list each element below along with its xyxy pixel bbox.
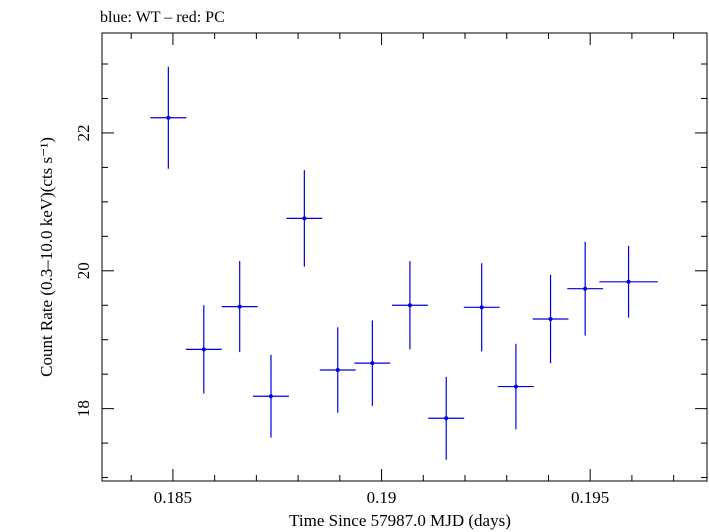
y-tick-label: 18 [74,400,93,417]
data-point [497,343,534,430]
data-marker [166,115,171,120]
y-axis: 18 20 22 [74,63,707,479]
x-tick-label: 0.19 [367,488,397,507]
data-point [185,305,222,394]
data-marker [370,361,375,366]
data-marker [479,305,484,310]
x-axis: 0.185 0.19 0.195 [130,33,675,507]
data-marker [268,394,273,399]
data-marker [237,304,242,309]
data-point [221,261,258,353]
x-tick-label: 0.185 [154,488,192,507]
data-point [354,320,391,406]
x-tick-label: 0.195 [571,488,609,507]
data-marker [626,279,631,284]
data-point [567,241,604,336]
data-marker [513,384,518,389]
data-marker [548,317,553,322]
data-point [286,170,323,267]
data-series [150,66,658,460]
data-point [150,66,187,169]
y-axis-label: Count Rate (0.3–10.0 keV)(cts s⁻¹) [37,137,56,377]
chart-title: blue: WT – red: PC [100,9,225,26]
data-marker [583,286,588,291]
data-marker [335,368,340,373]
data-marker [444,416,449,421]
plot-frame [101,32,708,482]
data-marker [201,347,206,352]
data-marker [407,303,412,308]
data-point [599,245,658,318]
data-point [253,354,289,438]
data-point [391,261,428,350]
data-point [463,263,500,352]
data-marker [302,216,307,221]
y-tick-label: 20 [74,262,93,279]
x-axis-label: Time Since 57987.0 MJD (days) [289,511,511,530]
data-point [532,274,569,364]
data-point [428,376,465,460]
y-tick-label: 22 [74,124,93,141]
data-point [319,327,356,413]
